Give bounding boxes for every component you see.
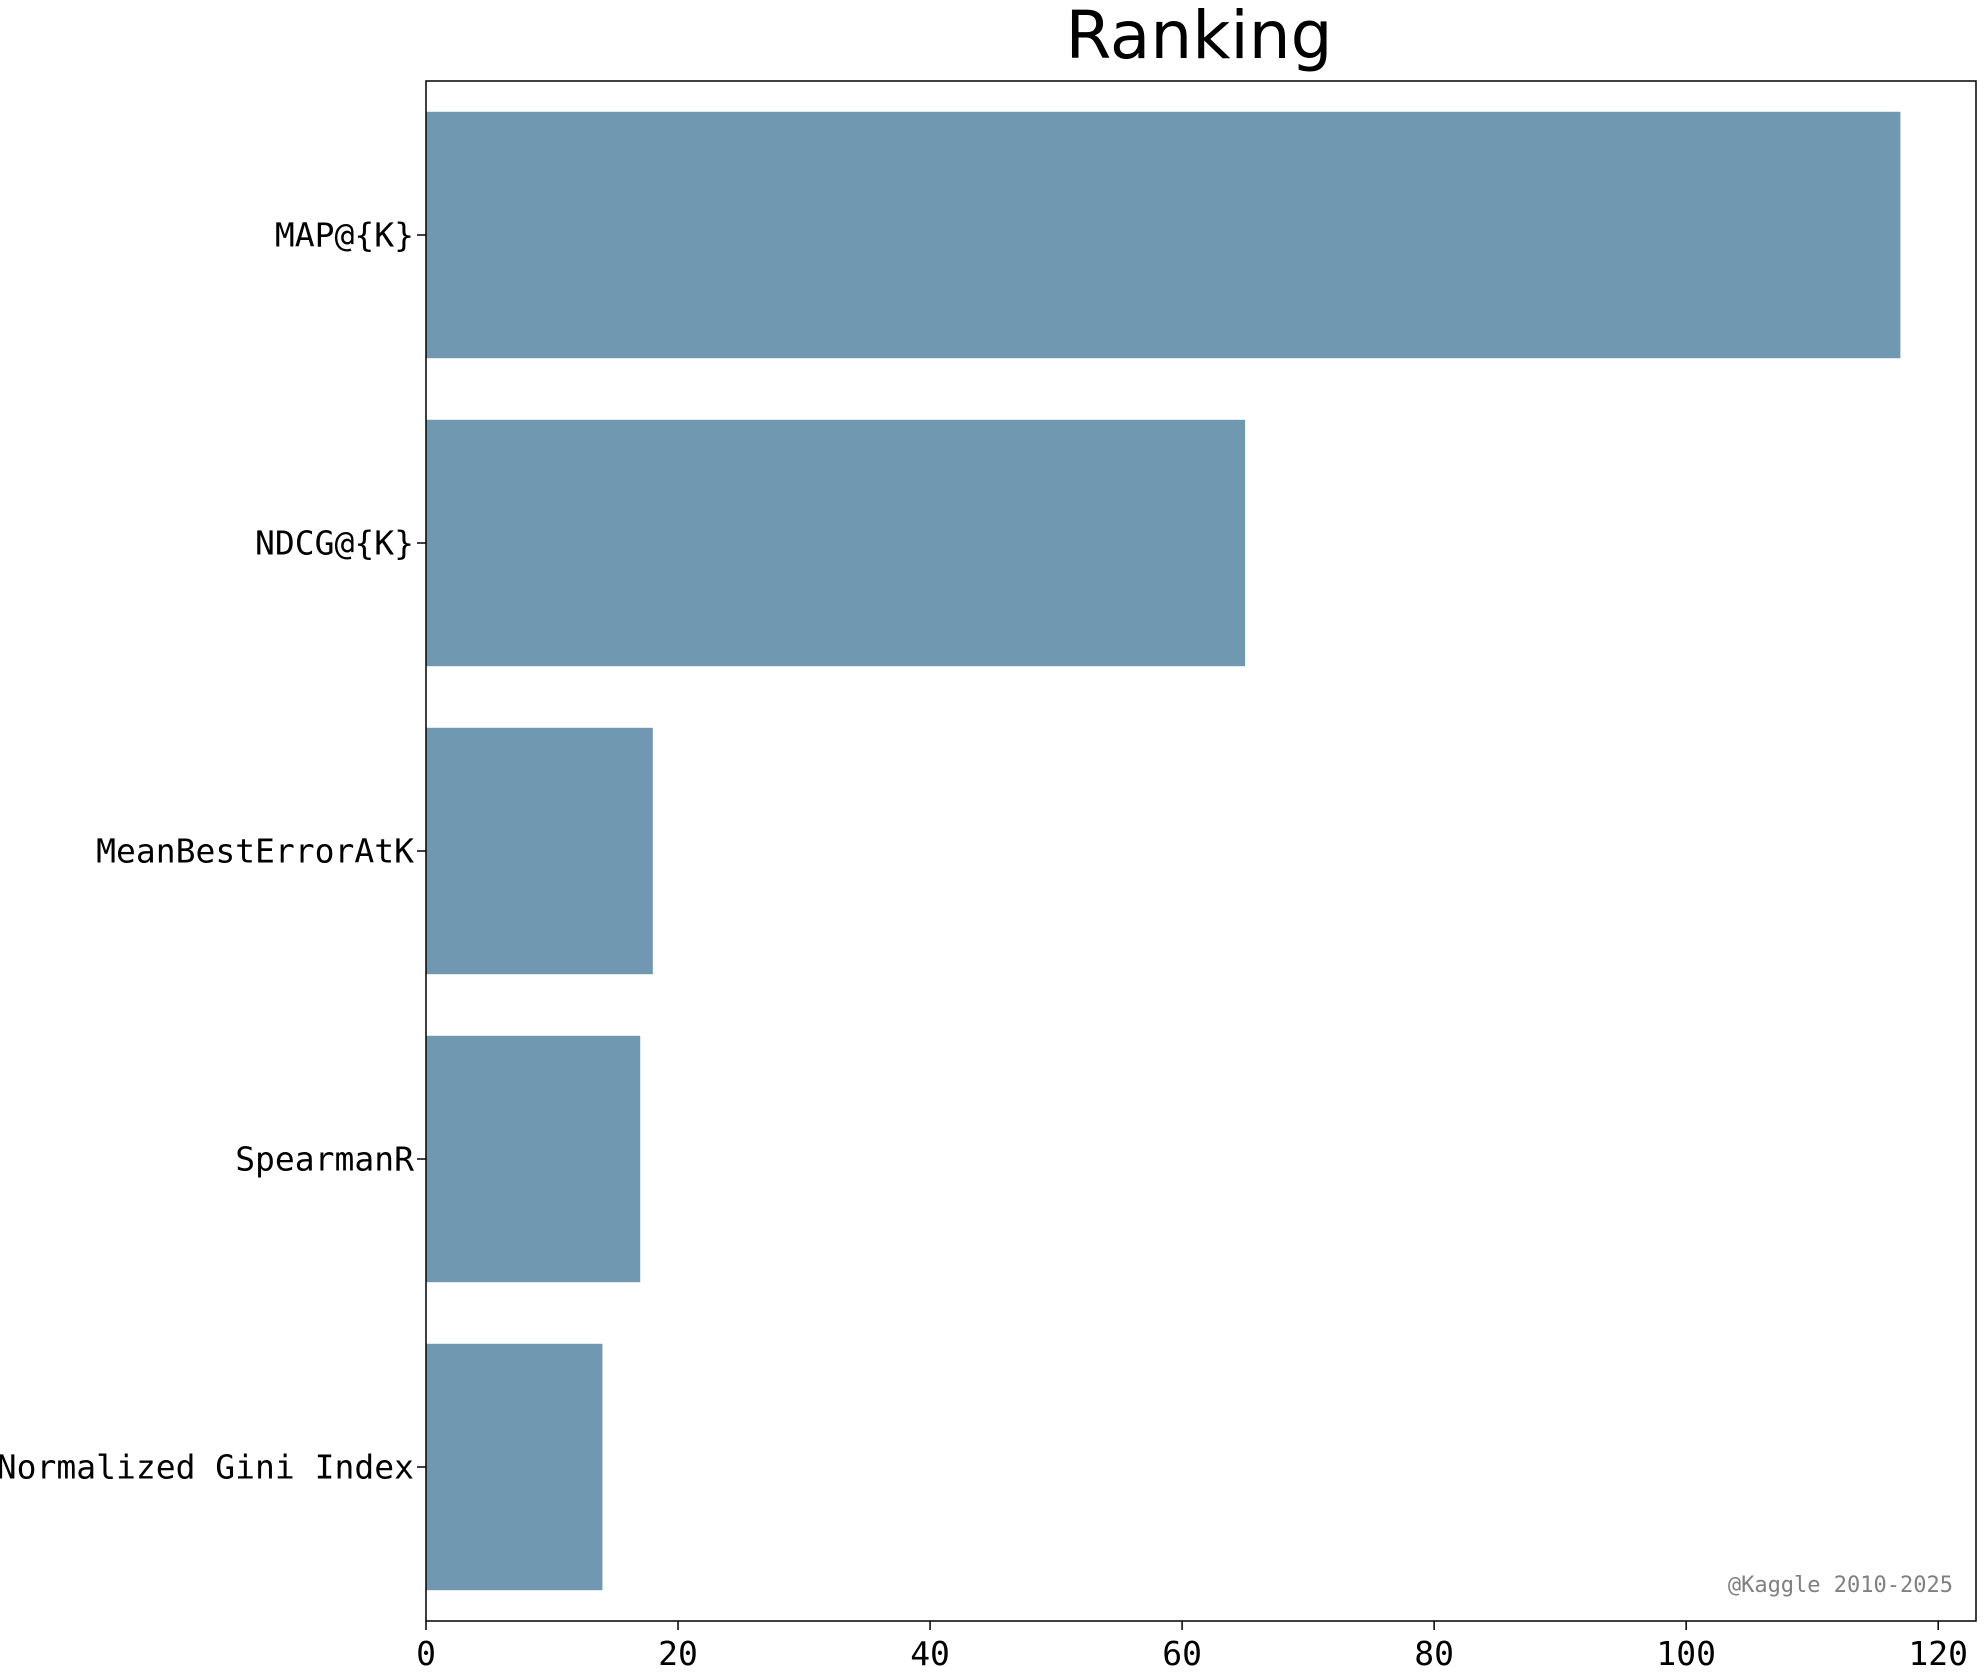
y-axis: MAP@{K} NDCG@{K} MeanBestErrorAtK SpearmanR… bbox=[0, 216, 426, 1487]
x-tick-label: 0 bbox=[416, 1634, 436, 1672]
bar bbox=[426, 111, 1901, 359]
y-tick-label: NDCG@{K} bbox=[255, 524, 414, 563]
x-tick-label: 60 bbox=[1162, 1634, 1202, 1672]
y-tick-label: SpearmanR bbox=[235, 1140, 414, 1179]
bar bbox=[426, 1035, 641, 1283]
x-tick-label: 120 bbox=[1908, 1634, 1968, 1672]
x-axis: 0 20 40 60 80 100 120 bbox=[416, 1621, 1968, 1672]
x-tick-label: 100 bbox=[1656, 1634, 1716, 1672]
bar bbox=[426, 419, 1246, 667]
bar bbox=[426, 727, 653, 975]
x-tick-label: 40 bbox=[910, 1634, 950, 1672]
x-tick-label: 20 bbox=[658, 1634, 698, 1672]
y-tick-label: MAP@{K} bbox=[275, 216, 414, 255]
bar bbox=[426, 1343, 603, 1591]
bars-group bbox=[426, 111, 1901, 1591]
y-tick-label: Normalized Gini Index bbox=[0, 1448, 414, 1487]
plot-frame bbox=[425, 80, 1977, 1622]
chart-title: Ranking bbox=[1066, 0, 1333, 74]
watermark-annotation: @Kaggle 2010-2025 bbox=[1728, 1573, 1953, 1598]
x-tick-label: 80 bbox=[1414, 1634, 1454, 1672]
y-tick-label: MeanBestErrorAtK bbox=[96, 832, 414, 871]
